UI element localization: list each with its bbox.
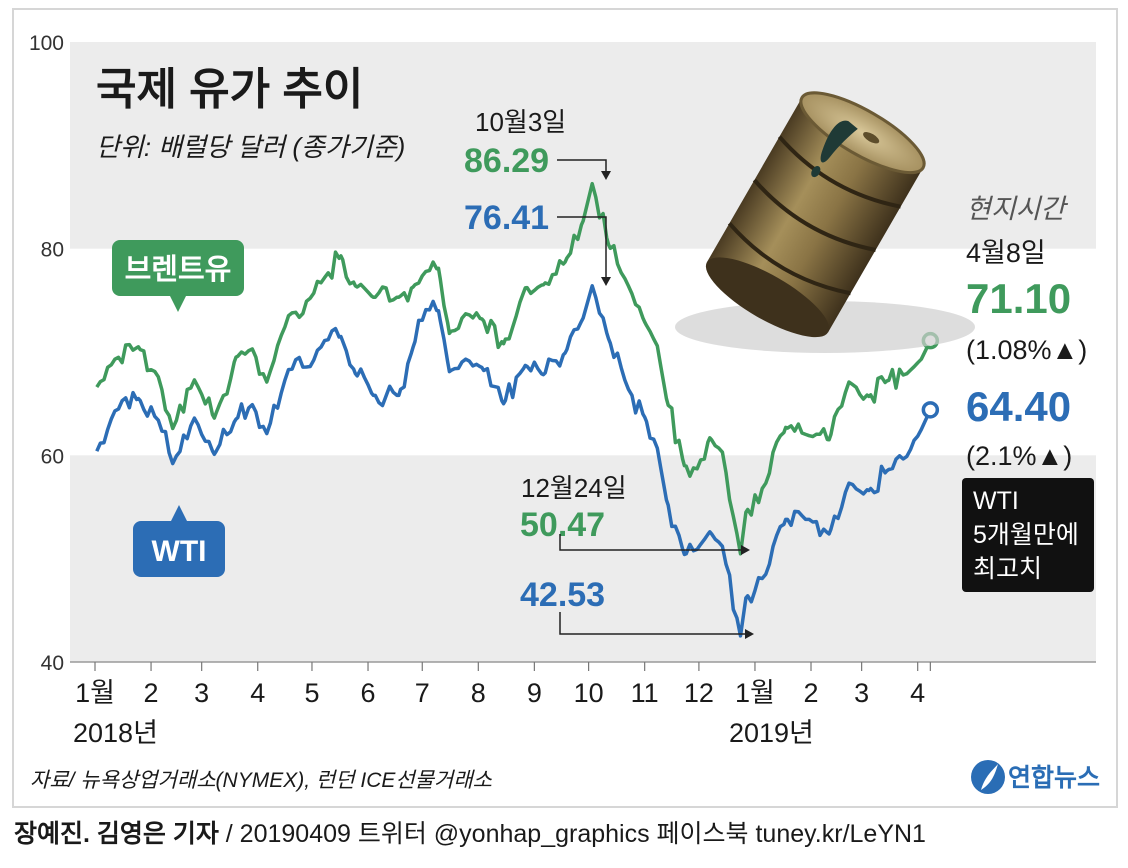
low-wti-arrow <box>559 612 752 635</box>
y-tick-label: 60 <box>41 445 64 468</box>
low-wti-value: 42.53 <box>520 576 605 614</box>
wti-label-pointer <box>171 505 187 521</box>
peak-brent-value: 86.29 <box>464 142 549 180</box>
brent-label-text: 브렌트유 <box>125 253 232 286</box>
x-tick-label: 4 <box>910 678 925 708</box>
wti-latest-point <box>921 401 940 419</box>
barrel-hoop <box>727 221 852 296</box>
brent-label-box <box>112 240 244 296</box>
low-brent-arrowhead <box>741 545 750 555</box>
wti-label-text: WTI <box>152 535 207 568</box>
peak-brent-arrowhead <box>601 171 611 180</box>
x-tick-label: 5 <box>304 678 319 708</box>
wti-note-line: 최고치 <box>973 555 1042 583</box>
peak-wti-arrowhead <box>601 277 611 286</box>
latest-date-label: 4월8일 <box>966 238 1046 268</box>
wti-note-line: 5개월만에 <box>973 521 1079 549</box>
latest-wti-change: (2.1%▲) <box>966 441 1072 471</box>
chart-subtitle: 단위: 배럴당 달러 (종가기준) <box>96 132 405 162</box>
barrel-bottom <box>705 257 830 338</box>
low-date-label: 12월24일 <box>521 473 627 503</box>
wti-series-line <box>95 284 932 638</box>
peak-wti-arrow <box>557 216 607 284</box>
byline-authors: 장예진. 김영은 기자 <box>14 820 219 848</box>
latest-brent-value: 71.10 <box>966 275 1071 322</box>
low-brent-arrow <box>559 534 748 551</box>
year-label-2019: 2019년 <box>729 718 814 748</box>
logo-text: 연합뉴스 <box>1008 764 1100 792</box>
x-tick-label: 6 <box>361 678 376 708</box>
barrel-hoop <box>777 135 902 209</box>
logo-swoosh <box>981 764 998 790</box>
brent-label: 브렌트유 <box>112 240 244 312</box>
y-tick-label: 80 <box>41 239 64 262</box>
byline-details: / 20190409 트위터 @yonhap_graphics 페이스북 tun… <box>218 820 926 848</box>
y-tick-label: 100 <box>29 32 64 55</box>
low-wti-arrowhead <box>745 629 754 639</box>
x-tick-label: 12 <box>684 678 714 708</box>
oil-drip <box>820 120 858 163</box>
low-brent-value: 50.47 <box>520 506 605 544</box>
local-time-label: 현지시간 <box>966 194 1069 224</box>
wti-label-box <box>133 521 225 577</box>
x-tick-label: 8 <box>471 678 486 708</box>
x-tick-label: 7 <box>415 678 430 708</box>
brent-label-pointer <box>170 296 186 312</box>
oil-barrel-icon <box>675 91 975 353</box>
year-label-2018: 2018년 <box>73 718 158 748</box>
x-tick-label: 2 <box>144 678 159 708</box>
oil-drop <box>811 166 821 178</box>
yonhap-logo-icon: 연합뉴스 <box>971 760 1100 794</box>
y-tick-label: 40 <box>41 652 64 675</box>
grid-band-40-60 <box>70 455 1096 662</box>
latest-wti-value: 64.40 <box>966 383 1071 430</box>
x-tick-label: 1월 <box>75 678 115 708</box>
barrel-top <box>799 91 926 175</box>
wti-note-background <box>962 478 1094 592</box>
chart-title: 국제 유가 추이 <box>96 65 363 114</box>
peak-date-label: 10월3일 <box>475 107 566 137</box>
x-tick-label: 4 <box>250 678 265 708</box>
x-tick-label: 1월 <box>735 678 775 708</box>
x-tick-label: 3 <box>854 678 869 708</box>
barrel-hoop <box>752 178 877 252</box>
latest-brent-change: (1.08%▲) <box>966 335 1087 365</box>
source-note: 자료/ 뉴욕상업거래소(NYMEX), 런던 ICE선물거래소 <box>30 769 493 792</box>
wti-note-line: WTI <box>973 487 1019 515</box>
byline: 장예진. 김영은 기자 / 20190409 트위터 @yonhap_graph… <box>14 814 926 850</box>
x-tick-label: 11 <box>631 678 659 708</box>
barrel-cap <box>863 132 880 144</box>
x-tick-label: 9 <box>527 678 542 708</box>
x-tick-label: 2 <box>803 678 818 708</box>
peak-wti-value: 76.41 <box>464 199 549 237</box>
x-tick-label: 10 <box>574 678 604 708</box>
wti-label: WTI <box>133 505 225 577</box>
brent-series-line <box>95 181 932 556</box>
x-tick-label: 3 <box>194 678 209 708</box>
